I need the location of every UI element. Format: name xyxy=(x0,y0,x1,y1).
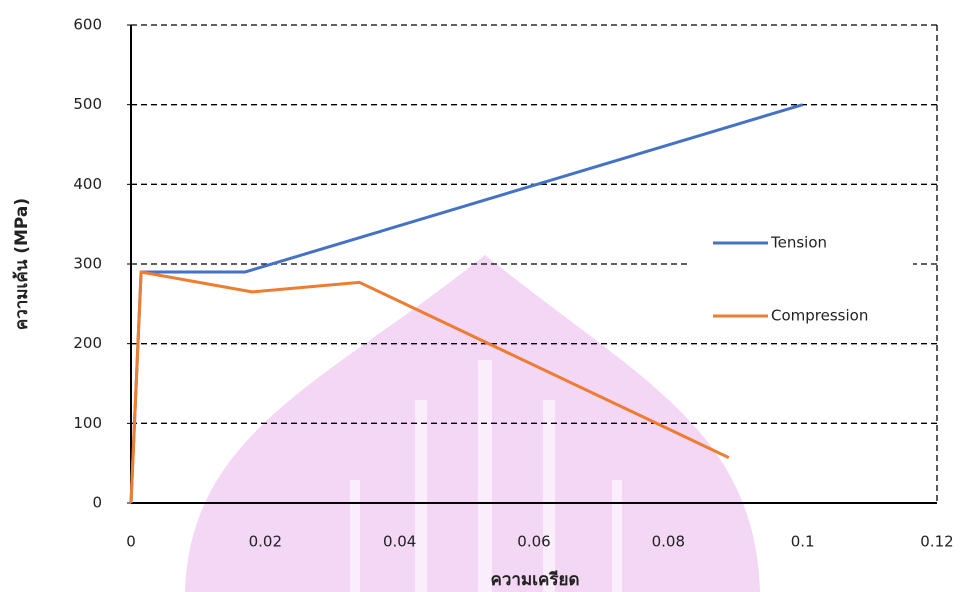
y-tick-label: 500 xyxy=(73,95,102,113)
y-tick-label: 100 xyxy=(73,414,102,432)
y-axis-title: ความเค้น (MPa) xyxy=(12,198,32,330)
legend-label: Tension xyxy=(770,234,827,252)
x-tick-label: 0.1 xyxy=(791,533,815,551)
x-tick-label: 0.02 xyxy=(249,533,282,551)
x-tick-label: 0 xyxy=(126,533,136,551)
x-tick-label: 0.12 xyxy=(920,533,953,551)
y-tick-label: 300 xyxy=(73,255,102,273)
legend-label: Compression xyxy=(771,307,868,325)
y-tick-label: 200 xyxy=(73,334,102,352)
x-tick-label: 0.04 xyxy=(383,533,416,551)
x-tick-label: 0.06 xyxy=(517,533,550,551)
x-axis-title: ความเครียด xyxy=(491,569,580,590)
x-tick-label: 0.08 xyxy=(652,533,685,551)
y-tick-label: 400 xyxy=(73,175,102,193)
y-tick-label: 0 xyxy=(92,494,102,512)
chart: ความเครียด ความเค้น (MPa) 0 100 200 300 400 5… xyxy=(0,0,960,592)
y-tick-label: 600 xyxy=(73,16,102,34)
